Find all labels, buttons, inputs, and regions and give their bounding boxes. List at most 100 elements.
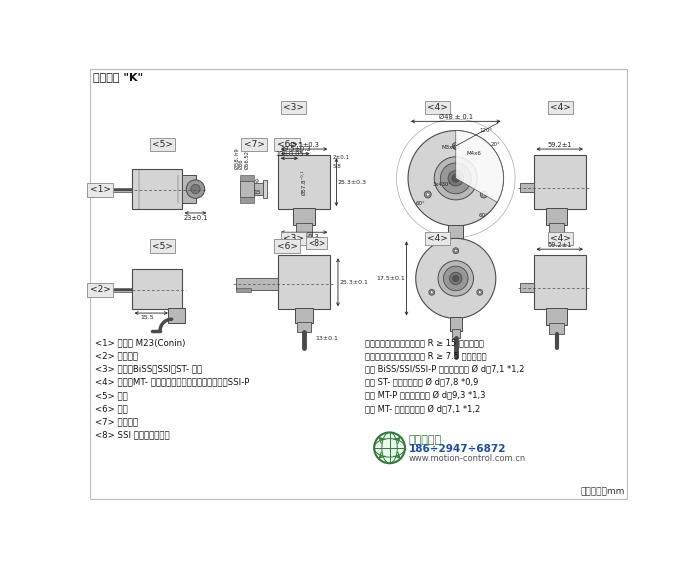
Text: <3> 接口：BiSS、SSI、ST- 并行: <3> 接口：BiSS、SSI、ST- 并行 (95, 365, 202, 374)
Text: 使用 ST- 接口時的電纜 Ø d：7,8 *0,9: 使用 ST- 接口時的電纜 Ø d：7,8 *0,9 (365, 378, 478, 387)
Circle shape (453, 275, 459, 282)
Text: <1> 連接器 M23(Conin): <1> 連接器 M23(Conin) (95, 338, 186, 347)
Text: 45.5±0.3: 45.5±0.3 (288, 142, 319, 147)
Text: 2±0.1: 2±0.1 (332, 155, 349, 160)
Text: <4>: <4> (550, 234, 571, 243)
Text: <7>: <7> (244, 140, 265, 149)
Bar (450, 238, 461, 249)
Text: <6>: <6> (276, 242, 298, 251)
Bar (168, 307, 185, 323)
Circle shape (438, 261, 473, 296)
Bar (182, 175, 195, 203)
Text: 固定安裝時的電纜彎曲半徑 R ≥ 7.5 倍電纜直徑: 固定安裝時的電纜彎曲半徑 R ≥ 7.5 倍電纜直徑 (365, 352, 486, 361)
Text: 5.8: 5.8 (332, 164, 342, 169)
Text: <6> 徑向: <6> 徑向 (95, 404, 128, 413)
Text: Ø57.8⁻⁰·¹: Ø57.8⁻⁰·¹ (302, 169, 307, 195)
Circle shape (478, 291, 481, 294)
Text: M23: M23 (288, 233, 302, 238)
Text: <8>: <8> (308, 238, 325, 247)
Text: 120°: 120° (479, 128, 492, 133)
Text: <4>: <4> (427, 103, 448, 112)
Circle shape (444, 266, 468, 291)
Text: 使用 MT- 接口時的電纜 Ø d：7,1 *1,2: 使用 MT- 接口時的電纜 Ø d：7,1 *1,2 (365, 404, 480, 413)
Circle shape (429, 289, 435, 295)
FancyBboxPatch shape (132, 169, 182, 209)
Text: www.motion-control.com.cn: www.motion-control.com.cn (409, 454, 526, 463)
Text: 25.3±0.3: 25.3±0.3 (338, 180, 367, 185)
Bar (296, 223, 312, 238)
Text: <3>: <3> (283, 103, 304, 112)
Bar (235, 278, 278, 290)
Text: 186÷2947÷6872: 186÷2947÷6872 (409, 445, 506, 454)
Text: 17.5±0.3: 17.5±0.3 (288, 234, 319, 240)
Text: <7> 二者選一: <7> 二者選一 (95, 417, 139, 426)
Circle shape (452, 174, 460, 182)
Bar (519, 283, 533, 292)
Text: 15: 15 (253, 190, 261, 194)
Circle shape (430, 291, 433, 294)
Bar (240, 175, 254, 182)
Bar (278, 255, 330, 309)
Circle shape (416, 238, 496, 319)
Bar (240, 182, 254, 197)
Text: 23±0.1: 23±0.1 (183, 215, 208, 220)
Text: 13±0.1: 13±0.1 (315, 336, 337, 341)
Circle shape (452, 143, 459, 149)
Text: 10±0.05: 10±0.05 (275, 151, 304, 157)
Text: Ø56.52: Ø56.52 (244, 150, 249, 169)
Bar (549, 323, 564, 334)
Bar (297, 321, 311, 332)
Text: <3>: <3> (283, 234, 304, 243)
Text: 17.5±0.1: 17.5±0.1 (376, 276, 405, 281)
Bar (546, 207, 568, 225)
Bar (449, 317, 462, 331)
Bar (105, 288, 132, 292)
Circle shape (434, 157, 477, 200)
Bar (105, 188, 132, 192)
Circle shape (449, 272, 462, 284)
Bar (295, 307, 314, 323)
Bar (263, 180, 267, 198)
Wedge shape (456, 130, 503, 202)
Text: 20°: 20° (491, 142, 500, 147)
Text: <1>: <1> (90, 185, 111, 194)
Text: 使用 MT-P 接口時的電纜 Ø d：9,3 *1,3: 使用 MT-P 接口時的電纜 Ø d：9,3 *1,3 (365, 391, 485, 400)
Bar (293, 207, 315, 225)
Text: 19.5±0.3: 19.5±0.3 (280, 146, 311, 152)
Bar (254, 183, 263, 195)
Text: Ø36: Ø36 (239, 158, 244, 169)
Text: <5> 軸向: <5> 軸向 (95, 391, 128, 400)
Text: 使用 BiSS/SSI/SSI-P 接口時的電纜 Ø d：7,1 *1,2: 使用 BiSS/SSI/SSI-P 接口時的電纜 Ø d：7,1 *1,2 (365, 365, 524, 374)
Circle shape (374, 432, 405, 463)
Text: 59.2±1: 59.2±1 (547, 142, 572, 147)
Circle shape (408, 130, 503, 226)
Text: 尺寸單位：mm: 尺寸單位：mm (580, 487, 624, 496)
Bar (546, 307, 568, 325)
Text: 夾緊法蘭 "K": 夾緊法蘭 "K" (93, 72, 144, 82)
Text: <6>: <6> (276, 140, 298, 149)
Bar (452, 329, 460, 338)
Text: 60°: 60° (479, 213, 489, 218)
Text: M3x6: M3x6 (442, 145, 457, 150)
Text: <4>: <4> (550, 103, 571, 112)
Text: 西安德伍拓: 西安德伍拓 (409, 435, 442, 445)
Text: <8> SSI 可選括號內的值: <8> SSI 可選括號內的值 (95, 430, 170, 439)
Text: (H12): (H12) (286, 239, 304, 244)
Circle shape (454, 144, 457, 147)
Circle shape (191, 184, 200, 194)
Text: <4>: <4> (427, 234, 448, 243)
Text: <2> 連接電纜: <2> 連接電纜 (95, 352, 139, 361)
Text: 9: 9 (255, 179, 259, 184)
Text: <5>: <5> (152, 140, 173, 149)
Text: M4x6: M4x6 (466, 151, 482, 156)
Bar (549, 223, 564, 234)
Bar (533, 155, 586, 209)
Text: 60°: 60° (416, 201, 426, 206)
Bar (278, 155, 330, 209)
Circle shape (396, 119, 515, 238)
Text: <4> 接口：MT- 并行（僅適用電纜）、現場總線、SSI-P: <4> 接口：MT- 并行（僅適用電纜）、現場總線、SSI-P (95, 378, 250, 387)
Circle shape (424, 191, 431, 198)
Text: Ø58, h9: Ø58, h9 (234, 148, 239, 169)
Circle shape (477, 289, 483, 295)
Bar (240, 197, 254, 203)
